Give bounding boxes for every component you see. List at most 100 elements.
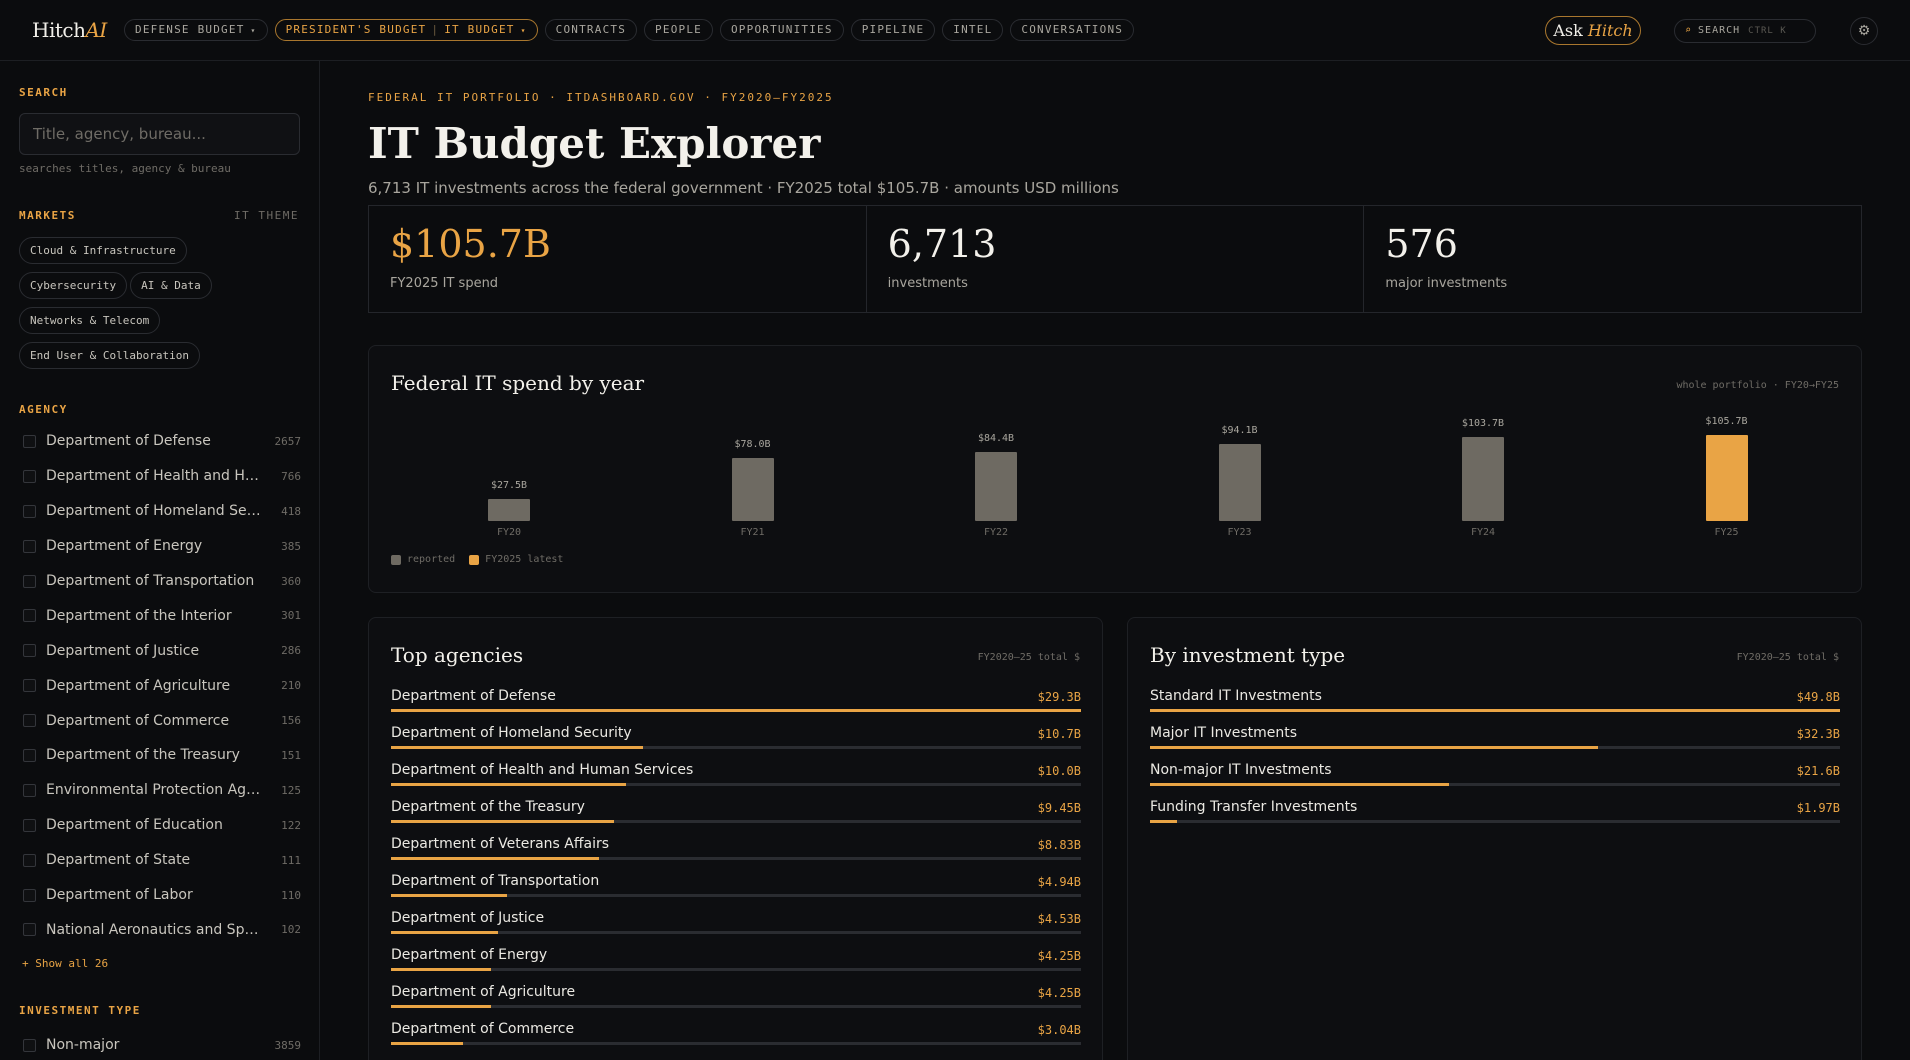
checkbox[interactable] xyxy=(23,504,36,518)
checkbox[interactable] xyxy=(23,539,36,553)
ranked-value: $4.94B xyxy=(1037,875,1081,889)
bar-value-label: $27.5B xyxy=(490,479,528,491)
checkbox[interactable] xyxy=(23,853,36,867)
ranked-value: $4.53B xyxy=(1037,912,1081,926)
filter-row[interactable]: Department of Labor 110 xyxy=(19,878,301,913)
app-logo[interactable]: HitchAI xyxy=(32,18,107,42)
filter-label: Department of Agriculture xyxy=(46,677,231,694)
checkbox[interactable] xyxy=(23,679,36,693)
checkbox[interactable] xyxy=(23,609,36,623)
ranked-row[interactable]: Department of Defense $29.3B xyxy=(391,688,1081,725)
search-input[interactable] xyxy=(19,113,300,155)
tab-opportunities[interactable]: OPPORTUNITIES xyxy=(719,19,844,41)
chip-cloud-infrastructure[interactable]: Cloud & Infrastructure xyxy=(19,237,187,264)
ranked-bar-track xyxy=(391,783,1081,786)
filter-row[interactable]: Department of Defense 2657 xyxy=(19,424,301,459)
x-tick-label: FY24 xyxy=(1470,527,1496,538)
filter-row[interactable]: Non-major 3859 xyxy=(19,1028,301,1060)
checkbox[interactable] xyxy=(23,888,36,902)
filter-label: National Aeronautics and Spa... xyxy=(46,921,264,938)
filter-label: Department of Health and Hu... xyxy=(46,468,264,485)
filter-row[interactable]: Department of Health and Hu... 766 xyxy=(19,459,301,494)
checkbox[interactable] xyxy=(23,818,36,832)
ranked-label: Standard IT Investments xyxy=(1150,688,1322,704)
ranked-bar-fill xyxy=(391,1005,492,1008)
checkbox[interactable] xyxy=(23,748,36,762)
bar[interactable] xyxy=(731,457,774,521)
ranked-value: $4.25B xyxy=(1037,986,1081,1000)
filter-row[interactable]: Department of the Treasury 151 xyxy=(19,738,301,773)
ranked-row[interactable]: Standard IT Investments $49.8B xyxy=(1150,688,1840,725)
tab-intel[interactable]: INTEL xyxy=(942,19,1004,41)
chart-title: Federal IT spend by year xyxy=(391,371,645,395)
checkbox[interactable] xyxy=(23,1038,36,1052)
filter-row[interactable]: Department of Energy 385 xyxy=(19,529,301,564)
checkbox[interactable] xyxy=(23,434,36,448)
checkbox[interactable] xyxy=(23,469,36,483)
filter-row[interactable]: Department of the Interior 301 xyxy=(19,598,301,633)
ranked-value: $1.97B xyxy=(1796,801,1840,815)
show-all-agencies-link[interactable]: + Show all 26 xyxy=(22,957,109,970)
tab-presidents-budget[interactable]: PRESIDENT'S BUDGET | IT BUDGET ▾ xyxy=(274,19,538,41)
ranked-row[interactable]: Funding Transfer Investments $1.97B xyxy=(1150,799,1840,836)
tab-defense-budget[interactable]: DEFENSE BUDGET ▾ xyxy=(124,19,268,41)
filter-row[interactable]: Department of Agriculture 210 xyxy=(19,668,301,703)
markets-theme-label: IT THEME xyxy=(234,209,299,222)
filter-row[interactable]: Department of Transportation 360 xyxy=(19,564,301,599)
checkbox[interactable] xyxy=(23,783,36,797)
top-agencies-panel: Top agencies FY2020–25 total $ Departmen… xyxy=(368,617,1103,1060)
ranked-row[interactable]: Department of Transportation $4.94B xyxy=(391,873,1081,910)
filter-count: 301 xyxy=(281,609,301,623)
tab-people[interactable]: PEOPLE xyxy=(644,19,713,41)
checkbox[interactable] xyxy=(23,714,36,728)
ranked-bar-track xyxy=(391,746,1081,749)
kpi-major-investments: 576 major investments xyxy=(1364,206,1861,312)
global-search-button[interactable]: ⌕ SEARCH CTRL K xyxy=(1674,19,1816,43)
ask-hitch-button[interactable]: Ask Hitch xyxy=(1545,16,1641,45)
bar[interactable] xyxy=(1462,436,1504,521)
filter-row[interactable]: Department of Homeland Sec... 418 xyxy=(19,494,301,529)
panel-note: FY2020–25 total $ xyxy=(1736,652,1839,663)
chip-end-user-collaboration[interactable]: End User & Collaboration xyxy=(19,342,200,369)
chip-networks-telecom[interactable]: Networks & Telecom xyxy=(19,307,161,334)
checkbox[interactable] xyxy=(23,923,36,937)
filter-label: Department of Homeland Sec... xyxy=(46,503,264,520)
ranked-row[interactable]: Major IT Investments $32.3B xyxy=(1150,725,1840,762)
ranked-label: Department of Justice xyxy=(391,910,545,926)
chip-ai-data[interactable]: AI & Data xyxy=(130,272,212,299)
x-tick-label: FY22 xyxy=(983,527,1009,538)
checkbox[interactable] xyxy=(23,574,36,588)
filter-row[interactable]: Department of Education 122 xyxy=(19,808,301,843)
tab-conversations[interactable]: CONVERSATIONS xyxy=(1010,19,1135,41)
chip-cybersecurity[interactable]: Cybersecurity xyxy=(19,272,128,299)
ranked-row[interactable]: Department of Justice $4.53B xyxy=(391,910,1081,947)
filter-row[interactable]: Department of State 111 xyxy=(19,843,301,878)
checkbox[interactable] xyxy=(23,644,36,658)
ranked-row[interactable]: Non-major IT Investments $21.6B xyxy=(1150,762,1840,799)
ranked-row[interactable]: Department of Homeland Security $10.7B xyxy=(391,725,1081,762)
bar[interactable] xyxy=(975,452,1017,521)
filter-row[interactable]: Environmental Protection Age... 125 xyxy=(19,773,301,808)
ranked-value: $29.3B xyxy=(1037,690,1081,704)
ranked-row[interactable]: Department of Health and Human Services $… xyxy=(391,762,1081,799)
bar[interactable] xyxy=(1218,444,1261,521)
filter-row[interactable]: Department of Justice 286 xyxy=(19,633,301,668)
bar[interactable] xyxy=(1705,435,1748,521)
ranked-value: $49.8B xyxy=(1796,690,1840,704)
filter-row[interactable]: National Aeronautics and Spa... 102 xyxy=(19,912,301,947)
ranked-row[interactable]: Department of Energy $4.25B xyxy=(391,947,1081,984)
filter-label: Department of Commerce xyxy=(46,712,230,729)
kpi-value: $105.7B xyxy=(390,222,551,266)
filter-row[interactable]: Department of Commerce 156 xyxy=(19,703,301,738)
ranked-row[interactable]: Department of Commerce $3.04B xyxy=(391,1021,1081,1058)
search-icon: ⌕ xyxy=(1685,25,1693,36)
ranked-row[interactable]: Department of the Treasury $9.45B xyxy=(391,799,1081,836)
ranked-bar-track xyxy=(391,931,1081,934)
tab-pipeline[interactable]: PIPELINE xyxy=(850,19,936,41)
tab-contracts[interactable]: CONTRACTS xyxy=(544,19,638,41)
ranked-row[interactable]: Department of Agriculture $4.25B xyxy=(391,984,1081,1021)
ranked-bar-fill xyxy=(391,857,599,860)
bar[interactable] xyxy=(488,498,530,521)
ranked-row[interactable]: Department of Veterans Affairs $8.83B xyxy=(391,836,1081,873)
settings-button[interactable]: ⚙ xyxy=(1850,17,1878,45)
